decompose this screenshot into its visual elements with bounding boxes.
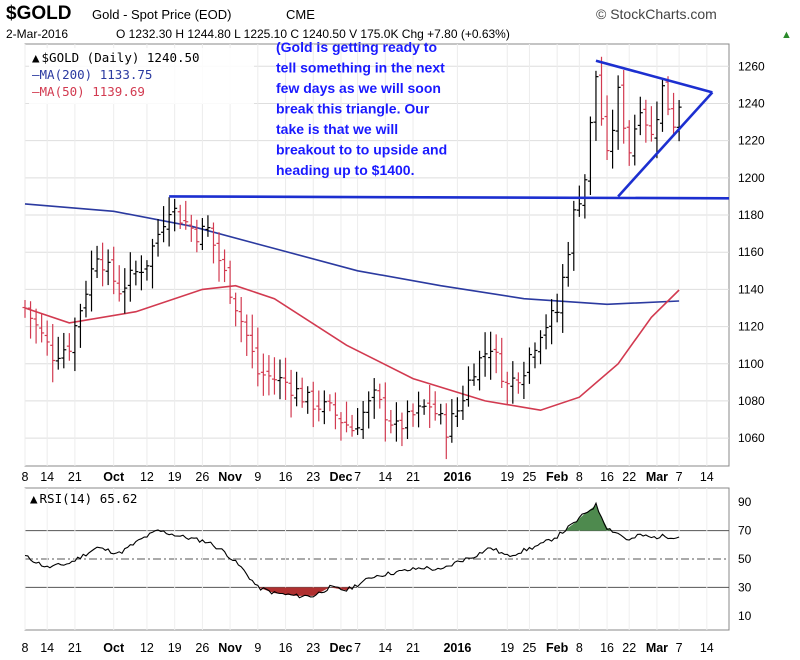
x-tick-label: 26 [195, 641, 209, 655]
x-tick-label: 2016 [443, 641, 471, 655]
legend-price: ▲ $GOLD (Daily) 1240.50 [32, 50, 200, 65]
x-tick-label: 12 [140, 641, 154, 655]
x-tick-label: 14 [700, 641, 714, 655]
price-y-tick-label: 1100 [738, 357, 764, 371]
annotation-line: break this triangle. Our [276, 101, 430, 117]
x-tick-label: Mar [646, 470, 668, 484]
rsi-oversold-fill [259, 587, 330, 596]
annotation-line: tell something in the next [276, 60, 445, 76]
legend-ma200: —MA(200) 1133.75 [32, 67, 152, 82]
x-tick-label: 8 [22, 641, 29, 655]
price-y-tick-label: 1080 [738, 394, 765, 408]
x-tick-label: 8 [576, 470, 583, 484]
x-tick-label: Dec [329, 641, 352, 655]
x-tick-label: 7 [354, 641, 361, 655]
annotation-line: heading up to $1400. [276, 162, 414, 178]
x-tick-label: 25 [522, 470, 536, 484]
x-tick-label: 19 [500, 470, 514, 484]
price-y-tick-label: 1140 [738, 282, 764, 296]
annotation-line: (Gold is getting ready to [276, 39, 437, 55]
x-tick-label: Mar [646, 641, 668, 655]
x-tick-label: 19 [168, 641, 182, 655]
price-y-tick-label: 1180 [738, 208, 764, 222]
header-date: 2-Mar-2016 [6, 27, 68, 41]
x-tick-label: 26 [195, 470, 209, 484]
annotation-text: (Gold is getting ready to tell something … [276, 39, 447, 178]
x-tick-label: 9 [254, 641, 261, 655]
annotation-line: few days as we will soon [276, 80, 441, 96]
price-y-tick-label: 1120 [738, 320, 764, 334]
x-tick-label: 2016 [443, 470, 471, 484]
ma200-line [24, 203, 680, 306]
price-y-tick-label: 1200 [738, 171, 765, 185]
x-tick-label: Nov [218, 470, 242, 484]
legend-rsi: ▲ RSI(14) 65.62 [30, 491, 137, 506]
x-tick-label: 19 [168, 470, 182, 484]
x-tick-label: 16 [279, 470, 293, 484]
header-symbol: $GOLD [6, 3, 71, 24]
up-arrow-icon: ▲ [781, 29, 792, 41]
x-tick-label: 21 [406, 470, 420, 484]
ma50-line [24, 284, 680, 412]
x-tick-label: 22 [622, 470, 636, 484]
price-y-tick-label: 1260 [738, 59, 765, 73]
x-tick-label: Dec [329, 470, 352, 484]
rsi-overbought-fill [565, 505, 613, 531]
trendline-1 [595, 59, 713, 94]
brand-watermark: © StockCharts.com [596, 6, 717, 22]
x-tick-label: 23 [306, 470, 320, 484]
x-tick-label: 14 [378, 470, 392, 484]
price-y-tick-label: 1160 [738, 245, 764, 259]
annotation-line: breakout to to upside and [276, 142, 447, 158]
x-tick-label: 14 [378, 641, 392, 655]
rsi-y-tick-label: 10 [738, 609, 752, 623]
x-tick-label: 14 [700, 470, 714, 484]
trendline-0 [169, 195, 730, 200]
x-tick-label: 23 [306, 641, 320, 655]
header-exchange: CME [286, 7, 315, 22]
x-tick-label: Oct [103, 641, 125, 655]
x-tick-label: 7 [676, 470, 683, 484]
rsi-y-tick-label: 50 [738, 552, 752, 566]
x-tick-label: 16 [279, 641, 293, 655]
x-tick-label: 21 [68, 641, 82, 655]
trendline-2 [617, 91, 714, 198]
x-tick-label: 16 [600, 470, 614, 484]
price-y-tick-label: 1060 [738, 431, 765, 445]
x-tick-label: 7 [354, 470, 361, 484]
x-tick-label: Feb [546, 641, 569, 655]
x-tick-label: 14 [40, 470, 54, 484]
x-tick-label: Oct [103, 470, 125, 484]
x-tick-label: Nov [218, 641, 242, 655]
price-y-tick-label: 1240 [738, 96, 765, 110]
rsi-y-tick-label: 30 [738, 580, 752, 594]
x-tick-label: 14 [40, 641, 54, 655]
header-name: Gold - Spot Price (EOD) [92, 7, 231, 22]
x-tick-label: 16 [600, 641, 614, 655]
x-tick-label: 21 [68, 470, 82, 484]
legend-ma50: —MA(50) 1139.69 [32, 84, 145, 99]
x-tick-label: 22 [622, 641, 636, 655]
x-tick-label: 25 [522, 641, 536, 655]
x-tick-label: 21 [406, 641, 420, 655]
x-tick-label: 7 [676, 641, 683, 655]
x-tick-label: 8 [22, 470, 29, 484]
x-tick-label: 12 [140, 470, 154, 484]
rsi-y-tick-label: 70 [738, 524, 752, 538]
rsi-y-tick-label: 90 [738, 495, 752, 509]
header-ohlc: O 1232.30 H 1244.80 L 1225.10 C 1240.50 … [116, 27, 510, 41]
annotation-line: take is that we will [276, 121, 398, 137]
price-y-tick-label: 1220 [738, 134, 765, 148]
rsi-line [24, 501, 680, 599]
x-tick-label: 19 [500, 641, 514, 655]
x-tick-label: Feb [546, 470, 569, 484]
x-tick-label: 9 [254, 470, 261, 484]
x-tick-label: 8 [576, 641, 583, 655]
price-panel [24, 43, 730, 467]
